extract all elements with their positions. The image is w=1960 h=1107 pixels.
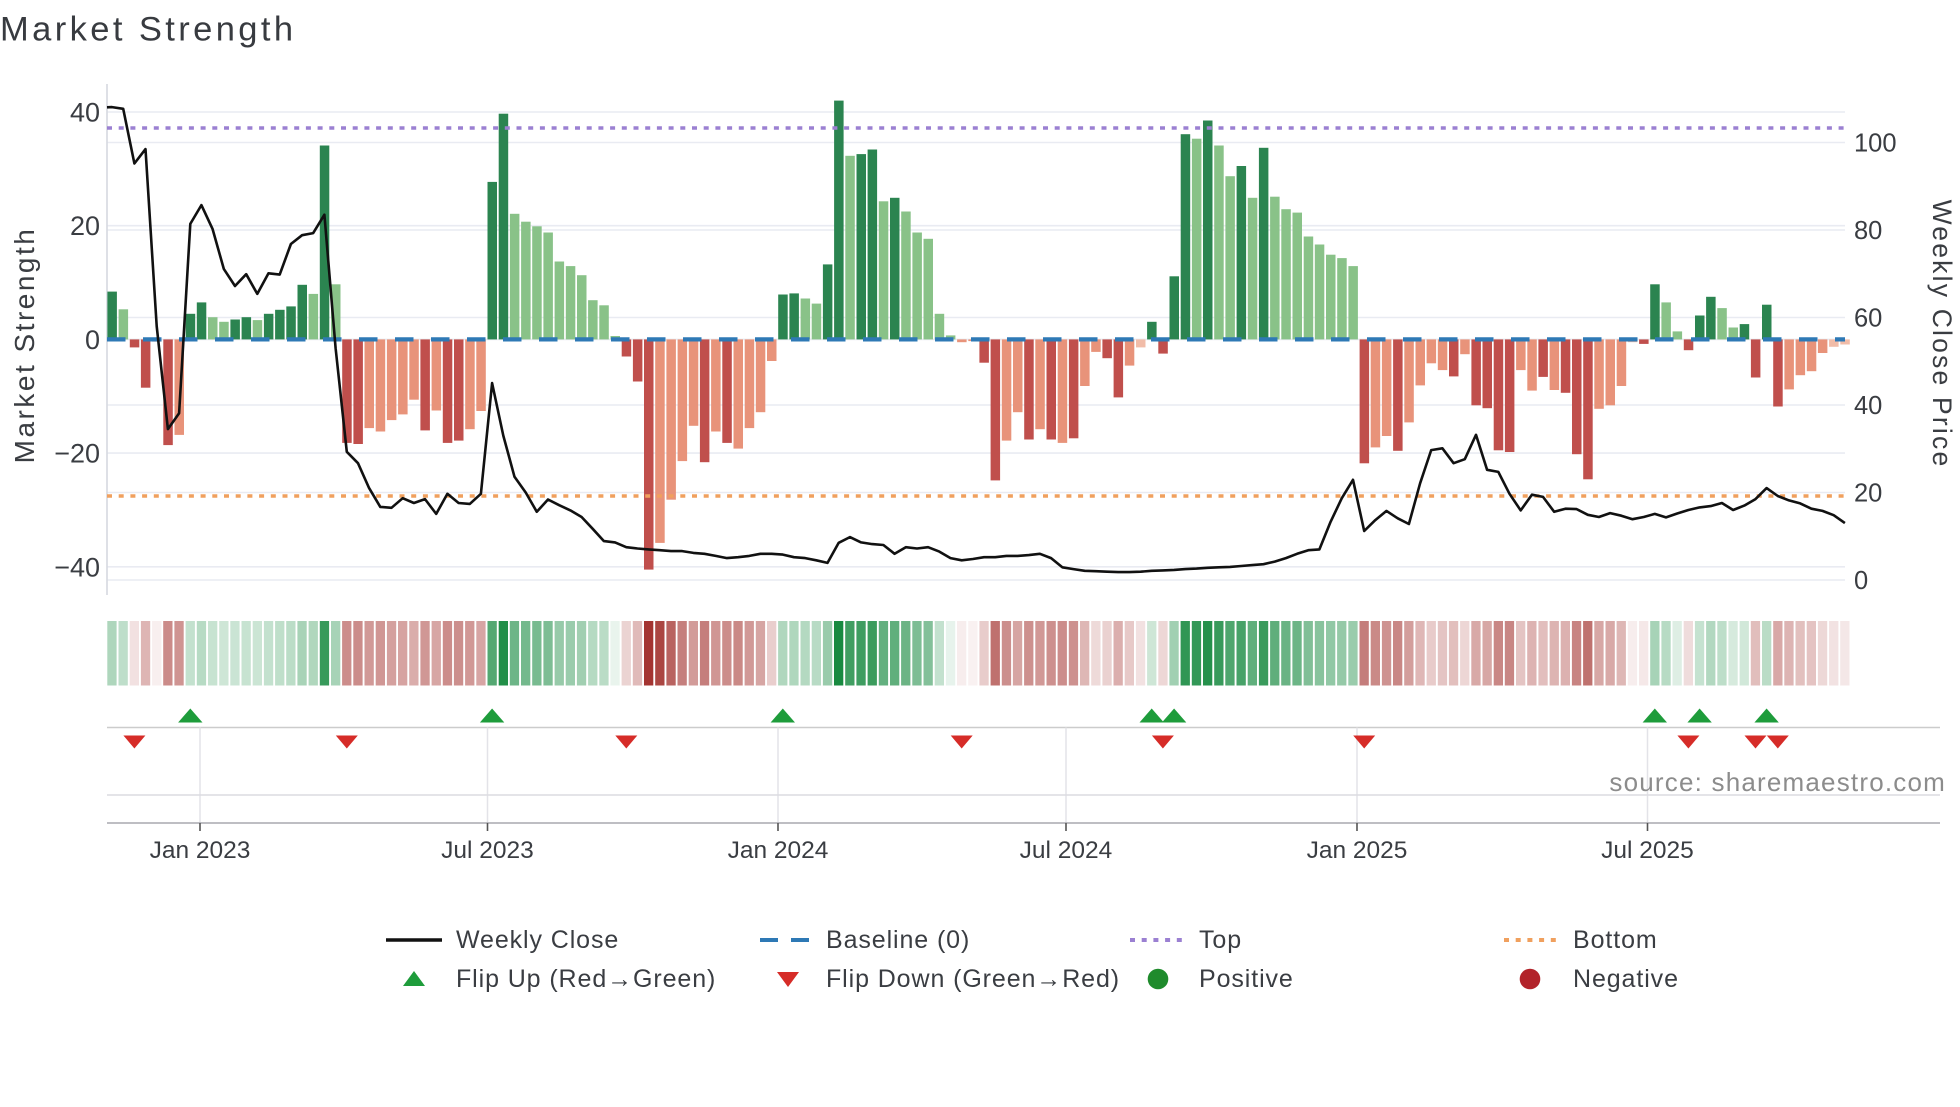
svg-text:Bottom: Bottom [1573,926,1658,954]
svg-text:60: 60 [1854,305,1882,333]
svg-text:Market Strength: Market Strength [0,11,296,49]
svg-text:−20: −20 [54,439,100,469]
svg-text:20: 20 [70,211,100,241]
svg-text:source: sharemaestro.com: source: sharemaestro.com [1609,767,1946,797]
svg-text:40: 40 [1854,392,1882,420]
svg-text:Jan 2024: Jan 2024 [728,837,829,864]
svg-text:Positive: Positive [1199,965,1294,993]
svg-text:0: 0 [1854,567,1868,595]
svg-text:40: 40 [70,98,100,128]
svg-text:Top: Top [1199,926,1242,954]
svg-text:80: 80 [1854,217,1882,245]
svg-text:Jul 2024: Jul 2024 [1020,837,1113,864]
svg-text:−40: −40 [54,552,100,582]
svg-text:100: 100 [1854,130,1897,158]
svg-text:Weekly Close: Weekly Close [456,926,619,954]
svg-text:Flip Down (Green→Red): Flip Down (Green→Red) [826,965,1120,993]
svg-text:Jul 2025: Jul 2025 [1601,837,1694,864]
svg-text:Market Strength: Market Strength [9,227,40,464]
svg-text:Weekly Close Price: Weekly Close Price [1927,200,1957,469]
svg-text:Flip Up (Red→Green): Flip Up (Red→Green) [456,965,716,993]
svg-text:Jan 2025: Jan 2025 [1307,837,1408,864]
svg-text:20: 20 [1854,480,1882,508]
svg-text:Jul 2023: Jul 2023 [441,837,534,864]
svg-text:Baseline (0): Baseline (0) [826,926,970,954]
svg-text:Jan 2023: Jan 2023 [150,837,251,864]
svg-text:Negative: Negative [1573,965,1679,993]
svg-text:0: 0 [85,325,100,355]
